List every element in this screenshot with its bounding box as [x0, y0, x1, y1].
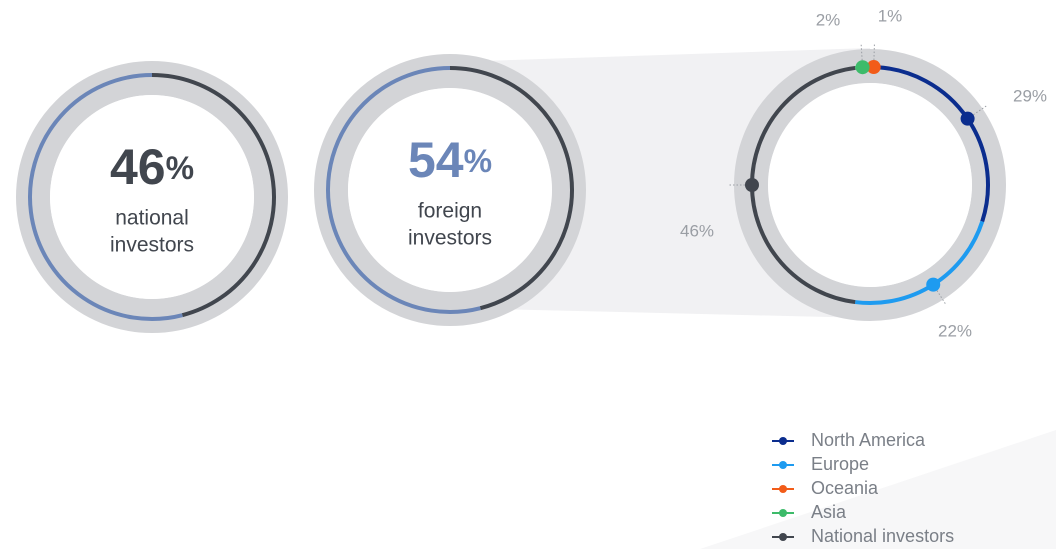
- ring-inner: [348, 88, 552, 292]
- legend-dot: [779, 461, 787, 469]
- segment-dot: [960, 111, 975, 126]
- ring-segment: [151, 73, 276, 318]
- ring-label: investors: [408, 227, 492, 250]
- ring-segment: [326, 66, 481, 314]
- segment-label: 1%: [878, 6, 903, 25]
- value-number: 54: [408, 132, 464, 188]
- legend-dot: [779, 485, 787, 493]
- value-unit: %: [166, 150, 194, 186]
- ring-segment: [449, 66, 574, 311]
- ring-segment: [28, 73, 183, 321]
- legend-dot: [779, 509, 787, 517]
- big-value: 46%: [110, 139, 194, 195]
- legend-dot: [779, 533, 787, 541]
- legend-label: National investors: [811, 526, 954, 546]
- legend-dot: [779, 437, 787, 445]
- segment-dot: [866, 60, 881, 75]
- legend-label: Europe: [811, 454, 869, 474]
- segment-dot: [926, 277, 941, 292]
- segment-label: 2%: [816, 10, 841, 29]
- ring-label: investors: [110, 234, 194, 257]
- ring-track: [16, 61, 288, 333]
- segment-dot: [855, 60, 870, 75]
- segment-label: 46%: [680, 221, 714, 240]
- ring-inner: [768, 83, 972, 287]
- legend-label: Oceania: [811, 478, 879, 498]
- segment-label: 22%: [938, 321, 972, 340]
- segment-dot: [745, 178, 759, 192]
- big-value: 54%: [408, 132, 492, 188]
- ring-track: [314, 54, 586, 326]
- background-shade: [700, 430, 1056, 549]
- value-number: 46: [110, 139, 166, 195]
- ring-inner: [50, 95, 254, 299]
- value-unit: %: [464, 143, 492, 179]
- legend-label: North America: [811, 430, 926, 450]
- legend-label: Asia: [811, 502, 847, 522]
- segment-label: 29%: [1013, 86, 1047, 105]
- ring-label: national: [115, 207, 189, 230]
- ring-label: foreign: [418, 200, 482, 223]
